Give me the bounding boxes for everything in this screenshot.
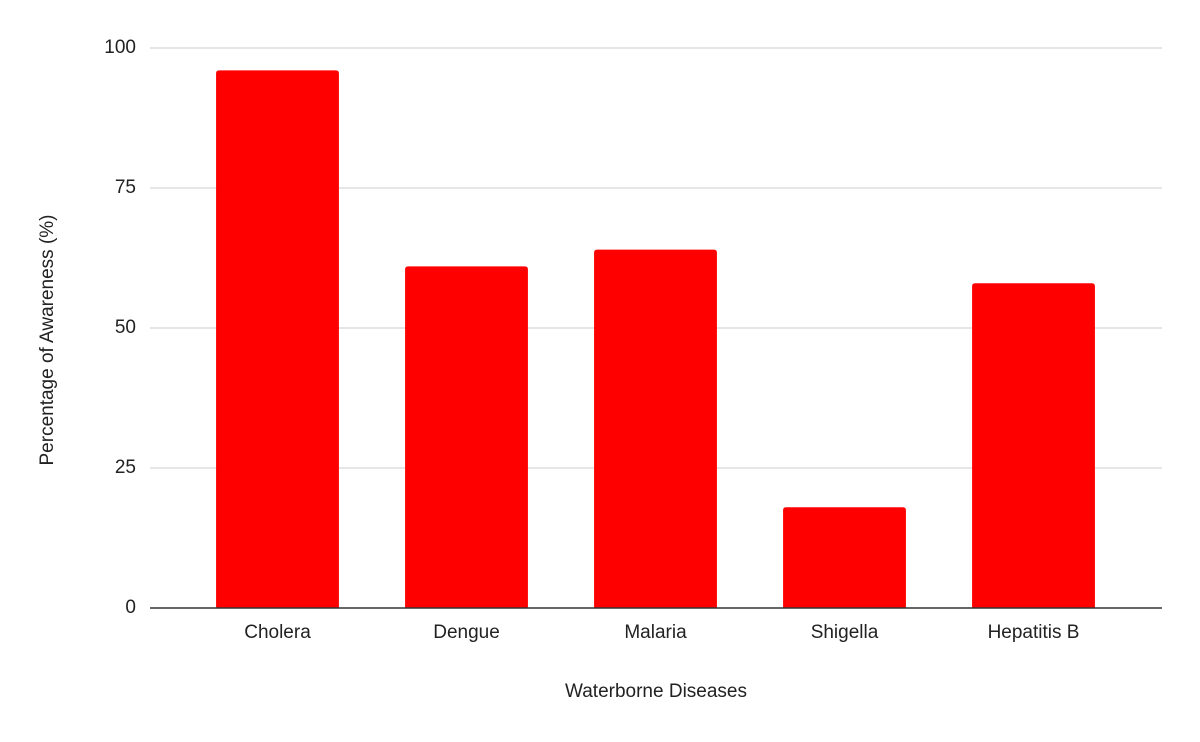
y-tick-label: 0 (125, 597, 136, 618)
y-axis-label: Percentage of Awareness (%) (37, 214, 58, 465)
bar (783, 507, 906, 608)
y-tick-label: 50 (115, 317, 136, 338)
y-tick-label: 75 (115, 177, 136, 198)
bar (972, 283, 1095, 608)
x-tick-label: Malaria (624, 622, 687, 643)
x-tick-label: Cholera (244, 622, 311, 643)
x-tick-label: Shigella (811, 622, 879, 643)
bar (216, 70, 339, 608)
x-tick-label: Hepatitis B (988, 622, 1080, 643)
bar (405, 266, 528, 608)
x-tick-label: Dengue (433, 622, 500, 643)
y-tick-label: 25 (115, 457, 136, 478)
y-tick-label: 100 (104, 37, 136, 58)
x-axis-label: Waterborne Diseases (565, 681, 747, 702)
bar (594, 249, 717, 608)
